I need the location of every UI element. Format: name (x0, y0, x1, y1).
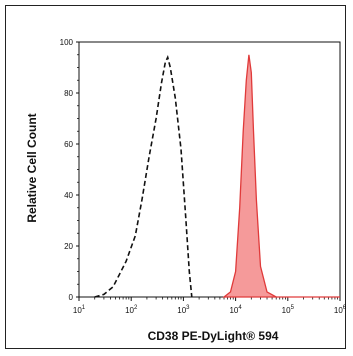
chart-frame (5, 5, 346, 349)
x-axis-title: CD38 PE-DyLight® 594 (148, 329, 279, 343)
y-tick-label: 80 (64, 89, 73, 98)
filled-histogram (222, 54, 340, 298)
dashed-histogram (94, 54, 193, 298)
y-tick-label: 100 (60, 38, 74, 47)
x-tick-label: 104 (229, 305, 242, 315)
y-tick-label: 0 (69, 293, 74, 302)
x-tick-label: 103 (177, 305, 190, 315)
y-tick-label: 20 (64, 242, 73, 251)
x-tick-label: 105 (282, 305, 295, 315)
plot-area: 0 20 40 60 80 100 101 102 103 104 105 106 (60, 38, 347, 315)
x-tick-label: 101 (73, 305, 86, 315)
y-axis-title: Relative Cell Count (25, 113, 39, 222)
x-tick-label: 106 (334, 305, 347, 315)
y-tick-label: 40 (64, 191, 73, 200)
plot-border (78, 41, 341, 298)
y-tick-label: 60 (64, 140, 73, 149)
x-tick-label: 102 (125, 305, 138, 315)
